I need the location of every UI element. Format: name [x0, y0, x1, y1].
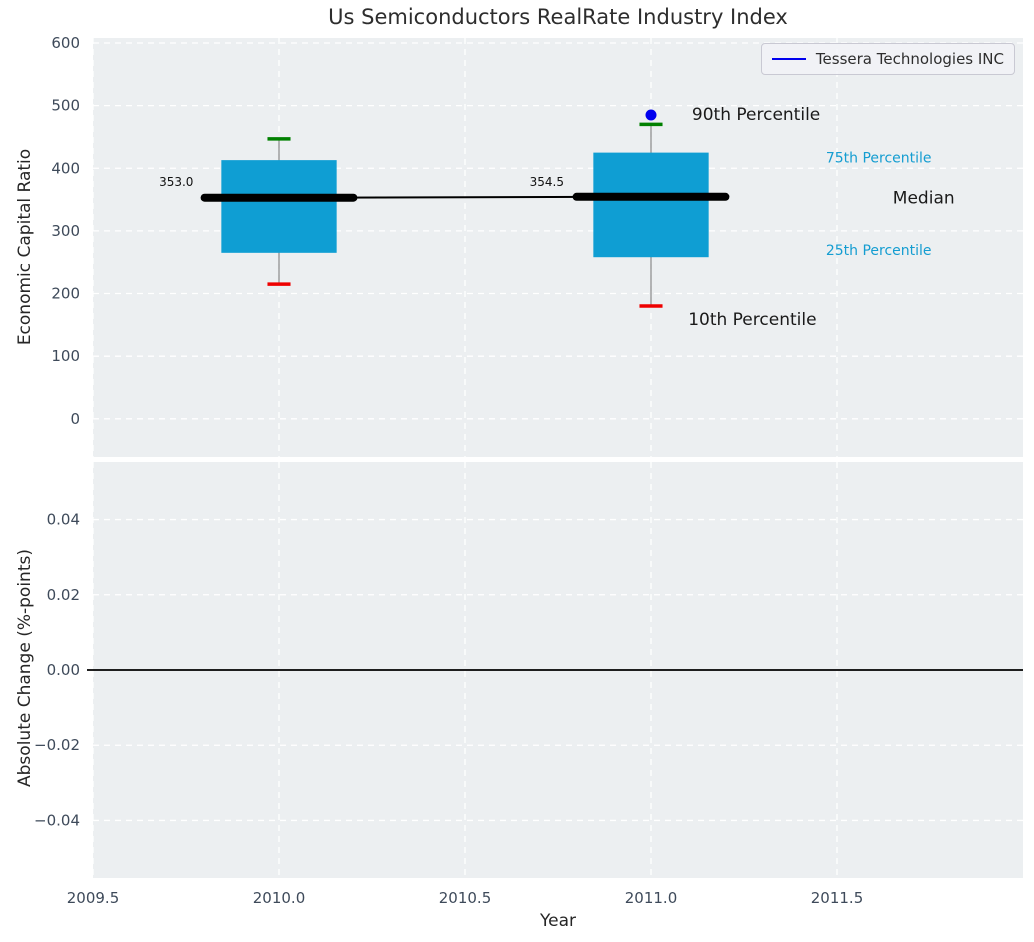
- annotation-90th-percentile: 90th Percentile: [692, 105, 820, 125]
- annotation-median: Median: [893, 188, 955, 208]
- legend: Tessera Technologies INC: [760, 43, 1015, 75]
- x-tick-label: 2011.5: [811, 889, 864, 907]
- legend-label: Tessera Technologies INC: [815, 50, 1004, 68]
- top-y-tick-label: 300: [51, 222, 80, 240]
- bottom-y-tick-label: −0.02: [34, 736, 80, 754]
- bottom-y-tick-label: −0.04: [34, 811, 80, 829]
- x-axis-label: Year: [540, 911, 576, 931]
- annotation-75th-percentile: 75th Percentile: [826, 150, 932, 166]
- legend-line-sample-icon: [771, 58, 806, 60]
- top-y-tick-label: 400: [51, 159, 80, 177]
- iqr-box: [221, 160, 337, 253]
- annotation-10th-percentile: 10th Percentile: [688, 310, 816, 330]
- x-tick-label: 2010.0: [253, 889, 306, 907]
- chart-title: Us Semiconductors RealRate Industry Inde…: [328, 5, 788, 29]
- bottom-y-tick-label: 0.04: [47, 511, 80, 529]
- top-y-tick-label: 0: [70, 410, 80, 428]
- top-y-tick-label: 600: [51, 34, 80, 52]
- x-tick-label: 2011.0: [625, 889, 678, 907]
- top-y-tick-label: 200: [51, 285, 80, 303]
- bottom-y-tick-label: 0.02: [47, 586, 80, 604]
- company-point-marker: [645, 109, 657, 121]
- x-tick-label: 2009.5: [67, 889, 120, 907]
- top-y-tick-label: 500: [51, 97, 80, 115]
- annotation-354-5: 354.5: [530, 175, 564, 189]
- x-tick-label: 2010.5: [439, 889, 492, 907]
- bottom-y-tick-label: 0.00: [47, 661, 80, 679]
- annotation-25th-percentile: 25th Percentile: [826, 243, 932, 259]
- iqr-box: [593, 152, 709, 258]
- annotation-353-0: 353.0: [159, 175, 193, 189]
- top-y-tick-label: 100: [51, 347, 80, 365]
